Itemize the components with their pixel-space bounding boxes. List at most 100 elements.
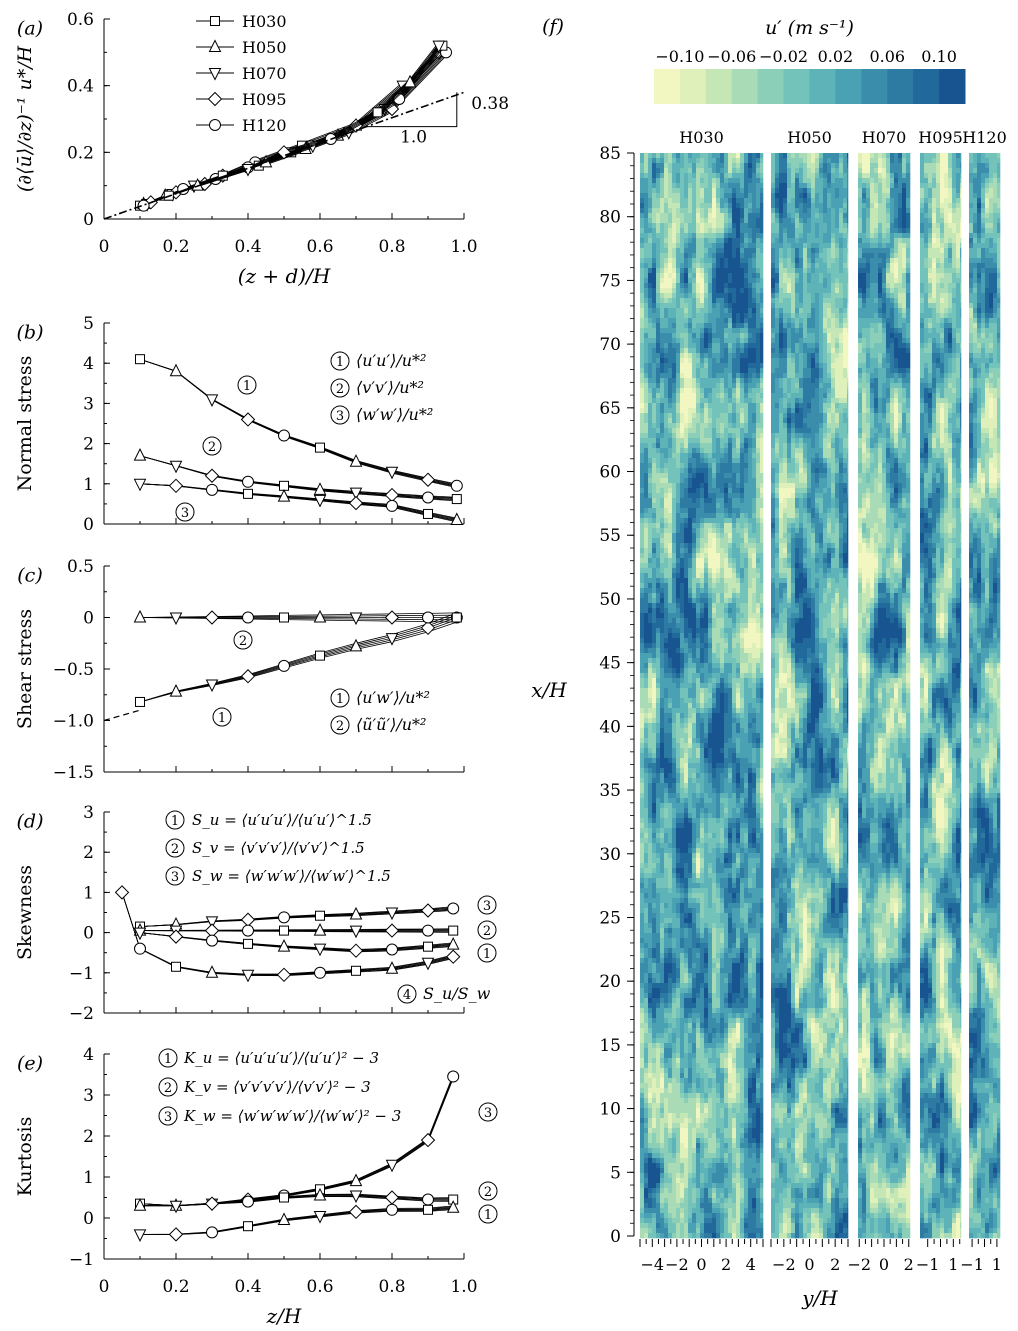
data-point xyxy=(278,659,290,672)
legend-number-circle xyxy=(165,838,185,858)
panel-c xyxy=(103,565,465,773)
x-tick-label: −4 xyxy=(641,1255,665,1274)
x-axis-label: y/H xyxy=(801,1286,838,1310)
legend-number: 1 xyxy=(164,1052,172,1067)
data-point xyxy=(133,1198,147,1211)
y-tick-label: 10 xyxy=(599,1100,621,1120)
data-point xyxy=(168,929,184,944)
curve-label: 3 xyxy=(181,506,189,521)
data-point xyxy=(422,491,434,504)
y-tick-label: 45 xyxy=(599,654,621,674)
data-point xyxy=(276,967,292,983)
legend-marker xyxy=(210,16,220,26)
data-point xyxy=(279,612,289,623)
y-tick-label: 35 xyxy=(599,781,621,801)
data-point xyxy=(133,609,147,623)
data-point xyxy=(384,923,400,938)
legend-number-circle xyxy=(165,810,185,830)
legend-entry: ⟨ũ′ũ′⟩/u*² xyxy=(356,715,426,734)
legend-entry: H030 xyxy=(242,12,287,31)
x-tick-label: −1 xyxy=(960,1255,984,1274)
series-line-3 xyxy=(139,1077,454,1207)
legend-marker xyxy=(207,91,223,107)
curve-label-circle xyxy=(478,1204,498,1224)
data-point xyxy=(243,938,253,949)
data-point xyxy=(169,460,183,474)
legend-number-circle xyxy=(330,688,350,708)
data-point xyxy=(277,1212,291,1226)
y-tick-label: 1 xyxy=(83,1168,94,1188)
legend-number-circle xyxy=(165,866,185,886)
legend-number-circle xyxy=(330,715,350,735)
series-line-2 xyxy=(139,612,457,618)
y-tick-label: 40 xyxy=(599,717,621,737)
data-point xyxy=(205,679,219,693)
y-tick-label: 0 xyxy=(83,1209,94,1229)
colorbar-tick-label: −0.06 xyxy=(707,47,756,66)
data-point xyxy=(204,1196,220,1211)
panel-tag: (c) xyxy=(17,565,42,587)
data-point xyxy=(243,488,253,499)
data-point xyxy=(204,468,220,483)
y-tick-label: 3 xyxy=(83,1086,94,1106)
colorbar-swatch xyxy=(835,69,862,104)
x-axis-label: (z + d)/H xyxy=(238,264,331,288)
legend-number: 1 xyxy=(171,814,179,829)
x-tick-label: 1 xyxy=(992,1255,1002,1274)
series-line-H095 xyxy=(150,43,443,203)
heatmap-column-H120 xyxy=(969,153,1001,1239)
panel-tag: (f) xyxy=(542,16,564,38)
panel-e xyxy=(103,1048,498,1260)
x-tick-label: 0 xyxy=(879,1255,889,1274)
x-tick-label: 0.8 xyxy=(378,1277,405,1297)
data-point xyxy=(349,454,363,467)
data-point xyxy=(386,499,398,512)
y-tick-label: 1 xyxy=(83,475,94,495)
y-tick-label: 20 xyxy=(599,972,621,992)
data-point xyxy=(349,638,363,652)
curve-label-circle xyxy=(237,375,257,395)
data-point xyxy=(242,924,254,937)
data-point xyxy=(385,961,399,974)
legend-entry: K_u = ⟨u′u′u′u′⟩/⟨u′u′⟩² − 3 xyxy=(183,1049,379,1067)
x-tick-label: −2 xyxy=(665,1255,689,1274)
x-tick-label: 0.4 xyxy=(234,237,261,257)
x-tick-label: 0.2 xyxy=(162,237,189,257)
data-point xyxy=(133,478,147,492)
y-tick-label: 5 xyxy=(610,1163,621,1183)
y-tick-label: 2 xyxy=(83,1127,94,1147)
legend-entry: ⟨u′w′⟩/u*² xyxy=(356,688,430,707)
legend-number: 2 xyxy=(171,842,179,857)
data-point xyxy=(133,448,147,461)
data-point xyxy=(279,925,289,936)
data-point xyxy=(448,925,459,936)
curve-label: 1 xyxy=(484,1208,492,1223)
series-line-1 xyxy=(139,617,457,703)
legend-number: 1 xyxy=(336,692,344,707)
series-line-H095 xyxy=(150,41,443,203)
legend-number-circle xyxy=(158,1106,178,1126)
panel-a xyxy=(103,16,465,220)
curve-label-circle xyxy=(397,984,417,1004)
data-point xyxy=(349,906,363,920)
data-point xyxy=(277,489,291,502)
y-tick-label: −0.5 xyxy=(53,660,94,680)
legend-number: 3 xyxy=(336,409,344,424)
data-point xyxy=(351,965,361,976)
x-tick-label: 2 xyxy=(721,1255,731,1274)
y-tick-label: 25 xyxy=(599,908,621,928)
panel-b xyxy=(103,322,465,525)
data-point xyxy=(432,40,446,54)
data-point xyxy=(169,684,183,697)
legend-marker xyxy=(208,68,222,81)
panel-tag: (d) xyxy=(17,811,44,833)
y-axis-label: x/H xyxy=(531,678,567,702)
y-tick-label: 75 xyxy=(599,271,621,291)
data-point xyxy=(385,1159,399,1173)
y-tick-label: 0 xyxy=(83,609,94,629)
x-tick-label: 0.6 xyxy=(306,237,333,257)
slope-triangle xyxy=(366,92,458,128)
colorbar-tick-label: −0.02 xyxy=(759,47,808,66)
data-point xyxy=(349,925,363,939)
